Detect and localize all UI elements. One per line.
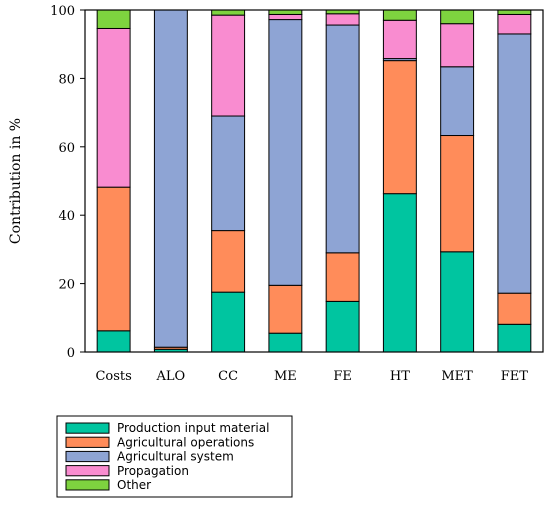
legend-label: Propagation: [117, 464, 189, 478]
x-tick-label: ALO: [156, 369, 186, 384]
legend-swatch: [65, 465, 110, 477]
legend-label: Agricultural system: [117, 450, 234, 464]
bar-me-series-1: [268, 284, 303, 334]
bar-fe-series-0: [325, 300, 360, 353]
bar-cc-series-3: [211, 14, 246, 117]
y-tick-label: 0: [67, 346, 75, 361]
bar-ht-series-0: [382, 193, 417, 353]
bar-costs-series-4: [96, 9, 131, 29]
y-tick-label: 100: [50, 4, 75, 19]
axes-layer: Costs ALO CC ME FE HT MET FET 0 20 40 60 80 100: [50, 4, 544, 384]
legend-label: Other: [117, 478, 151, 492]
bar-met-series-1: [440, 135, 475, 253]
bar-ht-series-3: [382, 19, 417, 60]
legend-swatch: [65, 436, 110, 448]
legend-swatch: [65, 450, 110, 463]
bar-fet-series-2: [497, 33, 532, 294]
x-tick-label: CC: [218, 369, 238, 384]
bar-cc-series-1: [211, 230, 246, 293]
bar-ht-series-1: [382, 60, 417, 195]
bar-costs-series-0: [96, 330, 131, 353]
bar-met-series-2: [440, 66, 475, 137]
bar-me-series-4: [268, 9, 303, 15]
bar-fet-series-3: [497, 13, 532, 35]
x-tick-label: FET: [501, 369, 529, 384]
y-axis-title: Contribution in %: [8, 118, 24, 244]
bar-cc-series-0: [211, 291, 246, 353]
y-tick-label: 20: [58, 278, 75, 293]
legend-swatch: [65, 479, 110, 491]
bar-met-series-0: [440, 251, 475, 353]
y-tick-label: 80: [58, 72, 75, 87]
bar-fet-series-4: [497, 9, 532, 15]
plot-frame: [84, 9, 544, 353]
bar-me-series-3: [268, 13, 303, 21]
bar-me-series-2: [268, 19, 303, 286]
bar-fet-series-1: [497, 292, 532, 325]
legend-label: Production input material: [117, 421, 269, 435]
y-tick-label: 40: [58, 209, 75, 224]
bar-fet-series-0: [497, 323, 532, 353]
x-tick-label: HT: [390, 369, 410, 384]
bars-layer: [96, 9, 532, 353]
legend-swatch: [65, 422, 110, 434]
bar-costs-series-3: [96, 27, 131, 188]
x-tick-label: ME: [274, 369, 297, 384]
y-tick-label: 60: [58, 141, 75, 156]
bar-met-series-4: [440, 9, 475, 25]
bar-fe-series-1: [325, 252, 360, 302]
bar-met-series-3: [440, 23, 475, 68]
bar-fe-series-2: [325, 24, 360, 254]
bar-ht-series-4: [382, 9, 417, 21]
bar-fe-series-3: [325, 13, 360, 26]
bar-costs-series-1: [96, 186, 131, 332]
x-tick-label: FE: [333, 369, 352, 384]
legend-label: Agricultural operations: [117, 435, 254, 449]
bar-me-series-0: [268, 332, 303, 353]
x-tick-label: Costs: [95, 369, 131, 384]
bar-cc-series-4: [211, 9, 246, 16]
bar-alo-series-2: [153, 9, 188, 348]
x-tick-label: MET: [441, 369, 473, 384]
bar-cc-series-2: [211, 115, 246, 232]
